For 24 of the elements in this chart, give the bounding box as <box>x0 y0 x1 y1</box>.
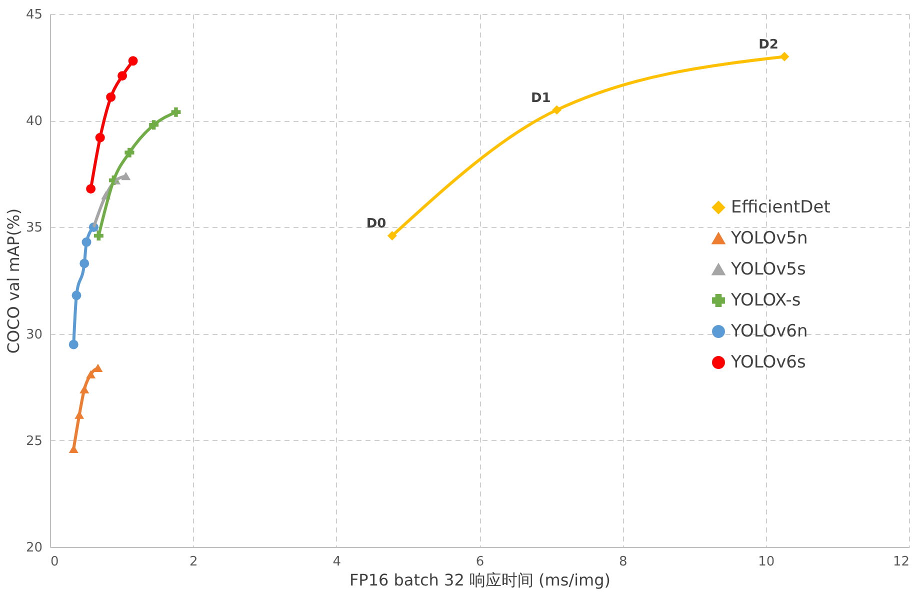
legend-label: YOLOv5n <box>730 228 808 248</box>
legend-label: YOLOv6n <box>730 322 808 342</box>
y-axis-title: COCO val mAP(%) <box>4 208 23 354</box>
annotation: D2 <box>758 38 778 53</box>
y-tick-label: 35 <box>26 220 42 236</box>
y-tick-label: 30 <box>26 327 42 342</box>
y-tick-label: 40 <box>26 114 42 130</box>
annotation: D1 <box>530 90 551 106</box>
y-tick-label: 25 <box>26 434 42 449</box>
x-tick-label: 8 <box>619 554 628 570</box>
x-tick-label: 10 <box>758 554 775 570</box>
legend-label: YOLOv5s <box>730 260 806 280</box>
legend-label: EfficientDet <box>731 198 831 218</box>
y-tick-label: 20 <box>26 540 42 556</box>
x-tick-label: 6 <box>476 554 484 570</box>
legend-label: YOLOX-s <box>730 290 801 310</box>
x-tick-label: 2 <box>190 554 198 570</box>
x-tick-label: 4 <box>332 554 341 570</box>
legend-label: YOLOv6s <box>730 352 806 372</box>
annotation: D0 <box>366 216 386 232</box>
y-tick-label: 45 <box>26 8 42 22</box>
x-tick-label: 12 <box>892 554 910 570</box>
x-tick-label: 0 <box>50 554 59 570</box>
x-axis-title: FP16 batch 32 响应时间 (ms/img) <box>349 570 611 590</box>
